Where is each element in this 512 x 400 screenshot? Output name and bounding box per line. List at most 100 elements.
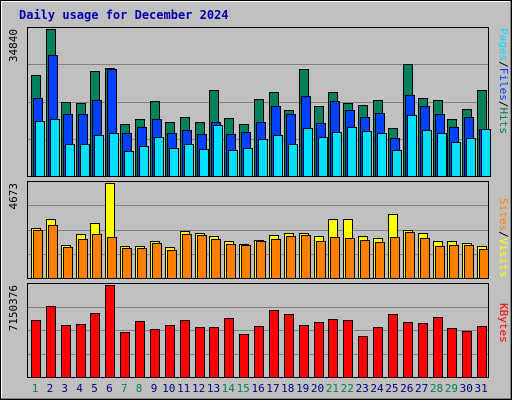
bar-pages-day-13 [213,125,223,177]
bar-sites-day-9 [152,243,162,279]
day-label-24: 24 [370,382,384,395]
bar-pages-day-2 [50,119,60,177]
bar-pages-day-20 [318,137,328,177]
bar-kbytes-day-30 [462,331,472,378]
chart-title: Daily usage for December 2024 [19,8,229,22]
bar-pages-day-24 [377,133,387,177]
bar-pages-day-23 [362,131,372,177]
bar-sites-day-30 [464,245,474,279]
day-label-6: 6 [106,382,113,395]
bar-sites-day-1 [33,230,43,279]
bar-kbytes-day-16 [254,326,264,378]
bar-sites-day-23 [360,240,370,279]
bar-sites-day-3 [63,247,73,279]
day-label-27: 27 [415,382,428,395]
bar-kbytes-day-9 [150,329,160,378]
day-label-13: 13 [207,382,220,395]
bar-pages-day-16 [258,139,268,177]
bar-sites-day-2 [48,225,58,279]
legend-item-pages: Pages [497,28,510,61]
bar-pages-day-30 [466,138,476,177]
legend-item-files: Files [497,68,510,101]
bar-sites-day-29 [449,245,459,279]
bar-pages-day-6 [109,133,119,177]
legend-separator: / [497,231,510,238]
bar-pages-day-21 [332,132,342,177]
bar-sites-day-19 [301,235,311,279]
day-label-8: 8 [136,382,143,395]
bar-sites-day-4 [78,239,88,279]
day-label-18: 18 [281,382,294,395]
bar-pages-day-27 [422,130,432,177]
day-label-28: 28 [430,382,443,395]
day-label-3: 3 [61,382,68,395]
bar-sites-day-11 [182,234,192,279]
legend: KBytes [497,303,510,343]
bar-kbytes-day-1 [31,320,41,378]
bar-sites-day-24 [375,242,385,279]
bar-sites-day-27 [420,238,430,279]
bar-pages-day-31 [481,129,491,177]
bar-sites-day-10 [167,250,177,279]
panel-1: 34840 Pages/Files/Hits [7,27,510,177]
bar-sites-day-7 [122,248,132,279]
bar-kbytes-day-25 [388,314,398,378]
bar-sites-day-22 [345,238,355,279]
bar-kbytes-day-24 [373,327,383,378]
bar-pages-day-15 [243,148,253,177]
day-label-21: 21 [326,382,339,395]
bar-kbytes-day-31 [477,326,487,378]
day-label-10: 10 [162,382,175,395]
y-max-label: 7150376 [7,285,20,331]
bar-kbytes-day-17 [269,310,279,378]
day-label-26: 26 [400,382,413,395]
day-labels: 1 2 3 4 5 6 7 8 9 10 11 12 13 14 15 16 17 18 19 20 21 22 23 24 2… [32,382,488,395]
bar-kbytes-day-15 [239,334,249,378]
bar-sites-day-8 [137,248,147,279]
bar-kbytes-day-19 [299,325,309,378]
bar-pages-day-14 [228,150,238,177]
bar-kbytes-day-28 [433,317,443,378]
bar-kbytes-day-26 [403,322,413,378]
bar-pages-day-10 [169,148,179,177]
legend-item-sites: Sites [497,198,510,231]
bar-pages-day-22 [347,127,357,177]
legend: Sites/Visits [497,198,510,278]
day-label-2: 2 [47,382,54,395]
bar-kbytes-day-23 [358,336,368,378]
bar-sites-day-16 [256,241,266,279]
legend-separator: / [497,61,510,68]
bar-sites-day-12 [197,235,207,279]
day-label-25: 25 [385,382,398,395]
bar-kbytes-day-21 [328,319,338,378]
bar-kbytes-day-8 [135,321,145,378]
bar-pages-day-12 [199,149,209,177]
day-label-1: 1 [32,382,39,395]
bar-kbytes-day-12 [195,327,205,378]
bar-sites-day-28 [435,246,445,279]
bar-kbytes-day-27 [418,323,428,378]
bar-sites-day-6 [107,237,117,279]
bar-pages-day-1 [35,121,45,177]
legend-item-kbytes: KBytes [497,303,510,343]
bar-kbytes-day-3 [61,325,71,378]
bar-sites-day-20 [316,241,326,279]
y-max-label: 34840 [7,29,20,62]
chart-panels: 34840 Pages/Files/Hits4673Sites/Visits715… [7,27,510,378]
bar-pages-day-26 [407,115,417,177]
bar-kbytes-day-22 [343,320,353,378]
bar-pages-day-17 [273,135,283,177]
day-label-17: 17 [266,382,279,395]
bar-pages-day-4 [80,144,90,177]
bar-pages-day-29 [451,142,461,177]
day-label-19: 19 [296,382,309,395]
y-max-label: 4673 [7,183,20,210]
bar-sites-day-26 [405,232,415,279]
day-label-22: 22 [341,382,354,395]
bar-kbytes-day-5 [90,313,100,378]
bar-kbytes-day-14 [224,318,234,378]
bar-pages-day-19 [303,128,313,177]
bar-kbytes-day-2 [46,306,56,378]
legend-separator: / [497,101,510,108]
